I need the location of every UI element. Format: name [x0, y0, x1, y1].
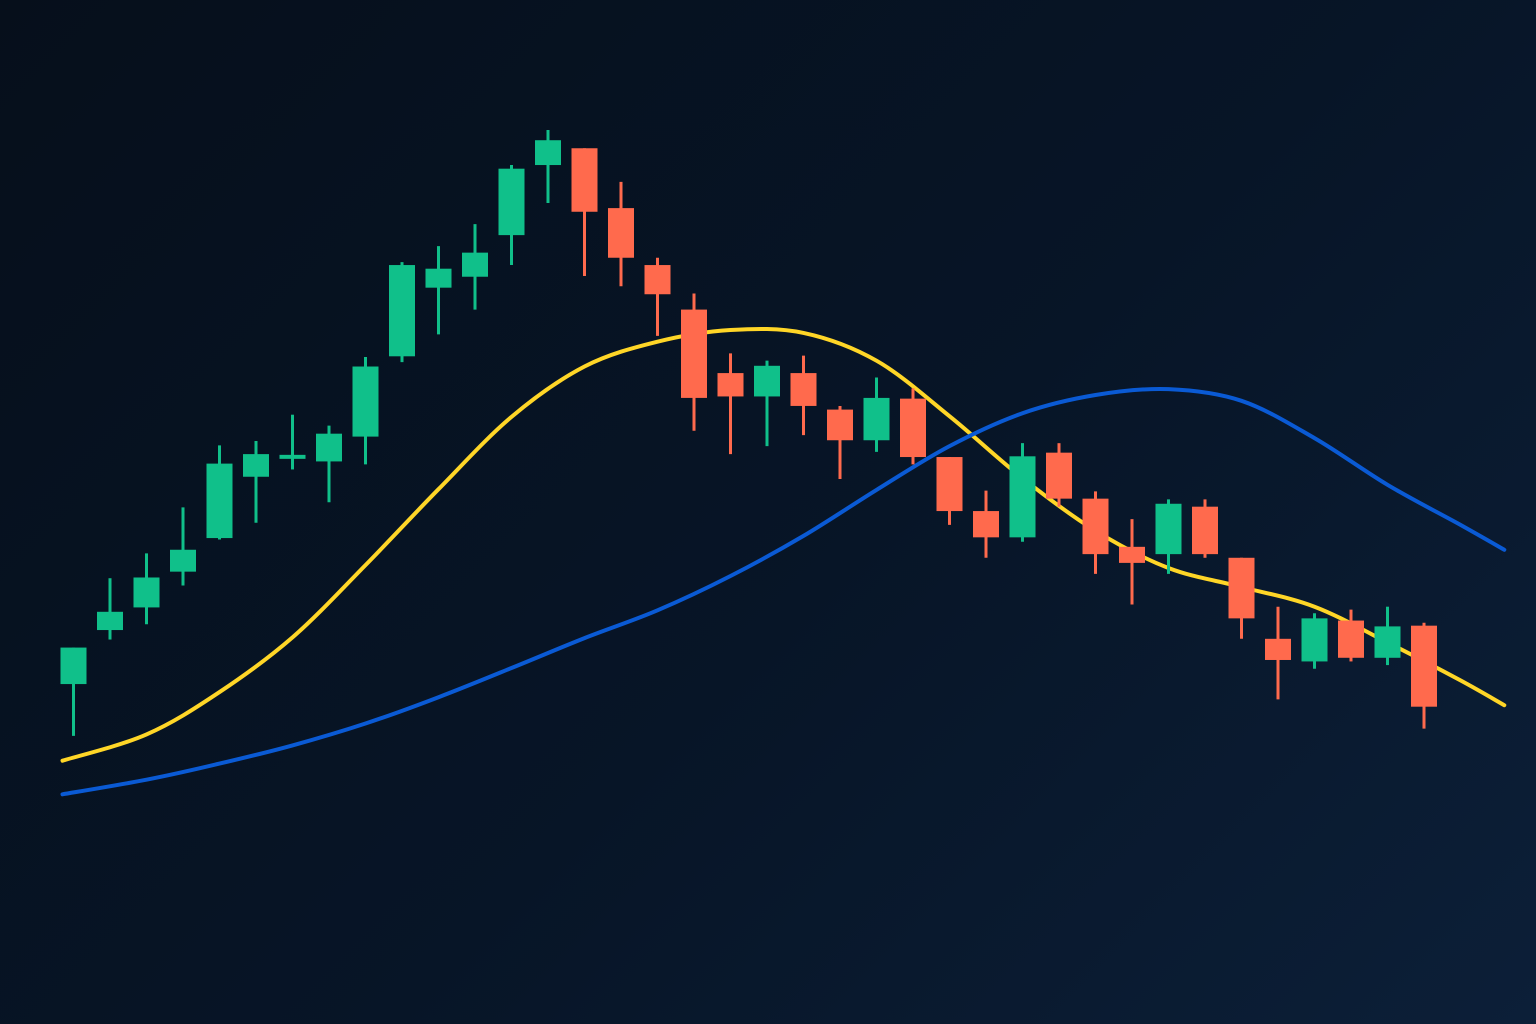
candle-body-down [571, 148, 598, 212]
candle-body-up [425, 268, 452, 288]
candle-body-down [608, 208, 634, 258]
candle-14 [535, 130, 561, 203]
candle-body-down [900, 398, 926, 458]
candle-body-up [462, 252, 488, 277]
candle-body-down [1228, 557, 1255, 619]
candle-body-up [133, 577, 160, 608]
candle-body-down [973, 511, 999, 538]
candle-10 [389, 262, 415, 363]
candle-11 [425, 246, 452, 335]
candle-body-down [717, 373, 744, 397]
candle-body-up [352, 366, 379, 437]
candle-2 [97, 578, 123, 640]
candle-body-up [206, 463, 233, 539]
candle-body-down [1082, 498, 1109, 555]
candle-body-down [1265, 638, 1291, 660]
candle-body-down [1119, 546, 1145, 563]
candle-body-up [1155, 503, 1182, 555]
candle-body-up [316, 433, 342, 462]
candle-body-up [1374, 626, 1401, 658]
candle-body-up [863, 397, 890, 441]
candle-body-down [1411, 625, 1437, 707]
candle-6 [243, 440, 269, 523]
candle-36 [1338, 609, 1364, 662]
candle-body-down [1192, 506, 1218, 555]
candle-7 [279, 414, 306, 470]
moving-average-line-1 [60, 326, 1507, 763]
candle-body-down [681, 309, 707, 398]
candle-body-up [535, 140, 561, 166]
candle-22 [827, 405, 853, 479]
candle-4 [170, 507, 196, 586]
candle-body-up [389, 265, 415, 357]
candle-12 [462, 224, 488, 310]
candle-body-down [936, 457, 963, 512]
candle-3 [133, 553, 160, 625]
candle-body-up [170, 549, 196, 572]
candle-1 [60, 647, 87, 736]
candle-33 [1228, 557, 1255, 639]
candle-29 [1082, 491, 1109, 574]
candle-body-up [1301, 618, 1328, 662]
candle-16 [608, 181, 634, 287]
candle-9 [352, 357, 379, 465]
candle-23 [863, 377, 890, 452]
candle-28 [1046, 443, 1072, 507]
candle-17 [644, 257, 671, 336]
candle-20 [754, 360, 780, 447]
candle-13 [498, 165, 525, 266]
candle-body-up [1009, 456, 1036, 538]
candle-18 [681, 293, 707, 431]
candle-21 [790, 355, 817, 436]
candle-34 [1265, 606, 1291, 700]
candle-31 [1155, 499, 1182, 574]
candle-37 [1374, 606, 1401, 666]
candle-body-down [1338, 620, 1364, 658]
candle-35 [1301, 613, 1328, 669]
moving-average-layer [60, 326, 1507, 797]
candle-27 [1009, 443, 1036, 542]
candle-24 [900, 388, 926, 465]
candle-layer [60, 130, 1437, 736]
candle-body-down [644, 265, 671, 295]
candle-5 [206, 445, 233, 540]
candle-body-up [97, 611, 123, 631]
candle-body-up [754, 365, 780, 397]
candle-32 [1192, 499, 1218, 558]
candle-19 [717, 353, 744, 455]
moving-average-line-2 [60, 386, 1507, 797]
candle-body-up [243, 454, 269, 477]
candle-8 [316, 425, 342, 503]
candle-body-up [498, 168, 525, 236]
candle-38 [1411, 622, 1437, 729]
candle-body-up [279, 454, 306, 459]
candle-body-up [60, 647, 87, 685]
candle-body-down [790, 373, 817, 406]
candle-25 [936, 457, 963, 525]
candle-body-down [1046, 452, 1072, 499]
candle-15 [571, 148, 598, 276]
candle-30 [1119, 519, 1145, 605]
candle-body-down [827, 409, 853, 441]
candle-26 [973, 490, 999, 558]
